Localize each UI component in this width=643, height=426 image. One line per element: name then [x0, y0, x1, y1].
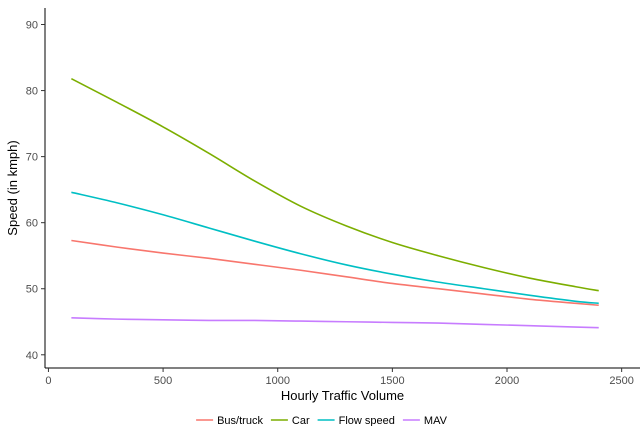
x-tick-label: 0: [45, 375, 51, 387]
legend-label: Bus/truck: [217, 415, 263, 426]
legend-item-bus-truck: Bus/truck: [196, 415, 263, 426]
y-tick-label: 60: [26, 218, 38, 230]
y-tick-label: 50: [26, 284, 38, 296]
y-tick-label: 40: [26, 350, 38, 362]
y-tick-label: 90: [26, 20, 38, 32]
x-axis-title: Hourly Traffic Volume: [281, 388, 404, 403]
x-tick-label: 2000: [495, 375, 519, 387]
x-axis: 0 500 1000 1500 2000 2500: [45, 367, 640, 387]
x-tick-label: 1000: [265, 375, 289, 387]
x-tick-label: 2500: [609, 375, 633, 387]
legend-item-flow-speed: Flow speed: [317, 415, 395, 426]
legend-label: MAV: [424, 415, 448, 426]
x-tick-label: 1500: [380, 375, 404, 387]
legend-item-mav: MAV: [402, 415, 448, 426]
series-line-bus-truck: [71, 239, 599, 307]
y-axis-title: Speed (in kmph): [5, 140, 20, 235]
legend-label: Car: [292, 415, 310, 426]
legend: Bus/truck Car Flow speed MAV: [196, 415, 448, 426]
legend-item-car: Car: [270, 415, 310, 426]
y-axis: 40 50 60 70 80 90: [26, 8, 46, 368]
series-line-car: [71, 77, 599, 292]
legend-label: Flow speed: [339, 415, 395, 426]
x-tick-label: 500: [154, 375, 172, 387]
series-line-flow-speed: [71, 191, 599, 305]
y-tick-label: 70: [26, 152, 38, 164]
y-tick-label: 80: [26, 86, 38, 98]
plot-area: [71, 77, 599, 329]
series-line-mav: [71, 317, 599, 329]
